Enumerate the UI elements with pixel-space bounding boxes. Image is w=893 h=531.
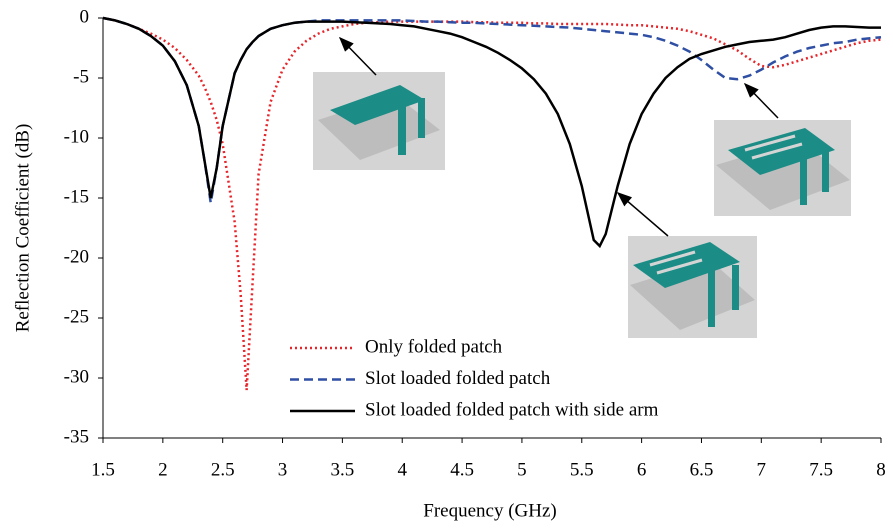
inset-1 [313,72,445,170]
legend-label: Slot loaded folded patch with side arm [365,399,659,420]
inset-3 [628,236,757,338]
series-line [102,16,882,391]
arrow [743,82,779,119]
x-axis-label: Frequency (GHz) [423,500,556,521]
y-tick-label: -35 [64,426,89,447]
x-tick-label: 5 [517,459,527,480]
y-tick-label: -20 [64,246,89,267]
x-tick-label: 7.5 [809,459,833,480]
x-tick-label: 1.5 [91,459,115,480]
x-tick-label: 7 [757,459,767,480]
x-tick-label: 2.5 [211,459,235,480]
series-line [102,16,881,249]
y-axis-label: Reflection Coefficient (dB) [12,124,33,333]
antenna-insets [313,36,851,338]
x-tick-label: 8 [876,459,886,480]
y-tick-label: 0 [80,6,90,27]
x-tick-label: 6 [637,459,647,480]
arrow [338,36,377,76]
arrow [616,192,669,237]
x-tick-label: 3.5 [331,459,355,480]
inset-2 [714,120,851,216]
x-tick-label: 6.5 [690,459,714,480]
legend-label: Only folded patch [365,336,503,357]
y-tick-label: -5 [73,66,89,87]
x-tick-label: 2 [158,459,168,480]
x-tick-label: 4 [397,459,407,480]
y-tick-label: -30 [64,366,89,387]
y-tick-label: -25 [64,306,89,327]
x-tick-label: 3 [278,459,288,480]
x-tick-label: 5.5 [570,459,594,480]
x-tick-label: 4.5 [450,459,474,480]
legend-label: Slot loaded folded patch [365,368,551,389]
y-tick-label: -15 [64,186,89,207]
y-tick-label: -10 [64,126,89,147]
